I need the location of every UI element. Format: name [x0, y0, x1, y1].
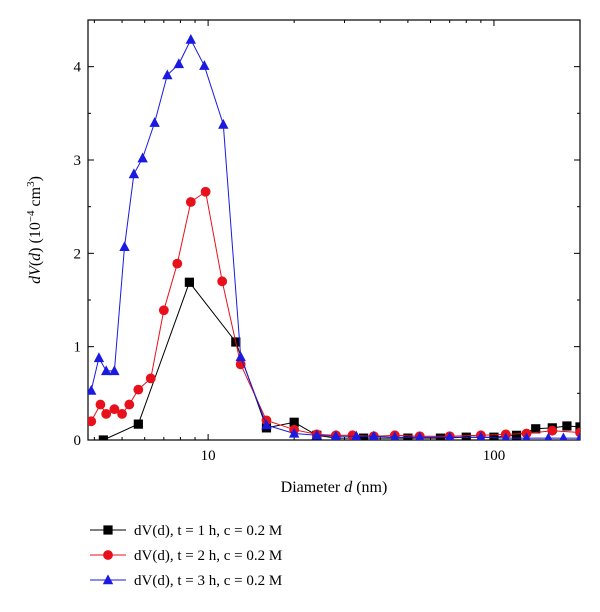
data-point — [461, 432, 471, 440]
data-point — [128, 168, 140, 179]
legend-item-2: dV(d), t = 2 h, c = 0.2 M — [90, 548, 282, 564]
data-point — [390, 431, 400, 440]
data-point — [445, 431, 455, 440]
legend-marker — [102, 574, 114, 585]
data-point — [476, 431, 486, 440]
x-axis-title: Diameter d (nm) — [281, 479, 388, 496]
data-point — [117, 408, 127, 419]
data-point — [100, 365, 112, 376]
data-point — [124, 399, 135, 410]
data-point — [162, 69, 173, 80]
series-1 — [98, 277, 580, 440]
series-line — [90, 38, 580, 439]
data-point — [184, 277, 194, 287]
data-point — [185, 197, 196, 207]
data-point — [403, 433, 413, 440]
y-tick-label: 3 — [74, 153, 82, 169]
data-point — [415, 431, 425, 440]
data-point — [511, 430, 522, 440]
x-tick-label: 10 — [201, 448, 216, 464]
data-point — [289, 417, 299, 427]
data-point — [173, 58, 185, 69]
data-point — [109, 404, 120, 415]
data-point — [218, 118, 229, 129]
legend-item-3: dV(d), t = 3 h, c = 0.2 M — [90, 573, 282, 589]
data-point — [185, 34, 197, 44]
legend-label: dV(d), t = 2 h, c = 0.2 M — [134, 548, 282, 564]
legend-label: dV(d), t = 1 h, c = 0.2 M — [134, 523, 282, 539]
legend: dV(d), t = 1 h, c = 0.2 M dV(d), t = 2 h,… — [90, 523, 282, 589]
series-2 — [88, 186, 580, 440]
legend-marker — [103, 550, 113, 560]
data-point — [261, 419, 272, 430]
data-point — [149, 117, 160, 127]
data-point — [235, 351, 246, 362]
data-point — [489, 432, 499, 440]
series-line — [103, 281, 580, 440]
legend-item-1: dV(d), t = 1 h, c = 0.2 M — [90, 523, 282, 539]
data-point — [133, 419, 143, 429]
data-point — [330, 430, 341, 440]
data-point — [359, 433, 369, 440]
data-point — [501, 432, 510, 440]
data-point — [93, 352, 105, 363]
data-point — [200, 186, 211, 197]
series-layer — [88, 34, 580, 440]
axes-ticks: 0 1 2 3 4 10 100 — [74, 20, 581, 464]
plot-frame — [87, 19, 581, 441]
data-point — [133, 384, 144, 395]
data-point — [435, 433, 446, 440]
data-point — [109, 365, 120, 376]
data-point — [119, 241, 130, 251]
series-3 — [88, 34, 580, 440]
data-point — [559, 432, 568, 440]
data-point — [288, 427, 300, 438]
y-tick-label: 2 — [74, 246, 82, 262]
data-point — [368, 430, 379, 440]
data-point — [88, 416, 97, 427]
data-point — [311, 429, 322, 440]
data-point — [562, 421, 572, 431]
legend-marker — [103, 525, 113, 535]
legend-label: dV(d), t = 3 h, c = 0.2 M — [134, 573, 282, 589]
data-point — [199, 60, 210, 70]
data-point — [531, 424, 541, 434]
y-tick-label: 0 — [74, 433, 82, 449]
data-point — [576, 432, 580, 440]
data-point — [575, 422, 580, 432]
data-point — [88, 384, 97, 395]
data-point — [145, 373, 156, 384]
data-point — [101, 408, 112, 419]
data-point — [544, 432, 553, 440]
data-point — [137, 152, 148, 163]
data-point — [158, 305, 169, 316]
data-point — [172, 258, 183, 269]
data-point — [351, 430, 362, 440]
data-point — [522, 432, 531, 440]
x-tick-label: 100 — [483, 448, 506, 464]
data-point — [547, 425, 558, 436]
y-tick-label: 1 — [74, 340, 82, 356]
data-point — [95, 399, 106, 410]
y-tick-label: 4 — [74, 60, 82, 76]
data-point — [98, 435, 108, 440]
y-axis-title: dV(d) (10−4 cm3) — [25, 176, 44, 284]
data-point — [217, 276, 228, 287]
